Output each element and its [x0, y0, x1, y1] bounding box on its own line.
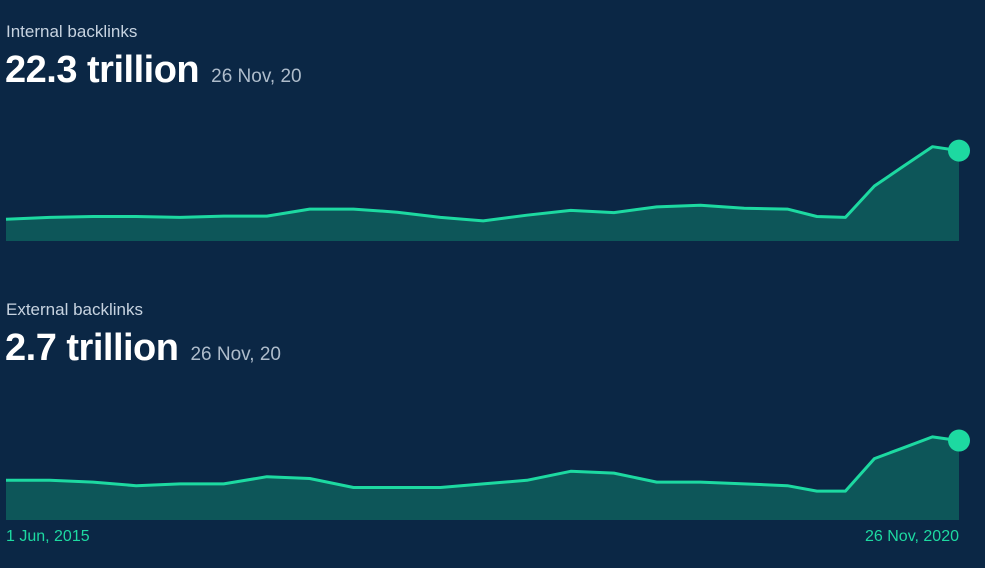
external-backlinks-value: 2.7 trillion — [5, 327, 179, 369]
internal-backlinks-value-row: 22.3 trillion 26 Nov, 20 — [5, 48, 302, 92]
external-last-point-marker[interactable] — [948, 429, 970, 452]
x-axis-end-label: 26 Nov, 2020 — [865, 528, 959, 545]
x-axis-start-label: 1 Jun, 2015 — [6, 528, 90, 545]
external-backlinks-chart — [6, 429, 970, 520]
internal-last-point-marker[interactable] — [948, 139, 970, 162]
external-backlinks-date: 26 Nov, 20 — [190, 344, 281, 365]
external-series-line — [6, 435, 960, 493]
external-area-fill — [6, 436, 959, 520]
internal-backlinks-date: 26 Nov, 20 — [211, 66, 302, 87]
external-backlinks-label: External backlinks — [6, 300, 144, 319]
internal-series-line — [5, 145, 960, 223]
external-backlinks-value-row: 2.7 trillion 26 Nov, 20 — [5, 326, 281, 370]
internal-backlinks-value: 22.3 trillion — [5, 49, 200, 91]
internal-backlinks-chart — [5, 139, 970, 241]
internal-backlinks-label: Internal backlinks — [6, 22, 138, 41]
